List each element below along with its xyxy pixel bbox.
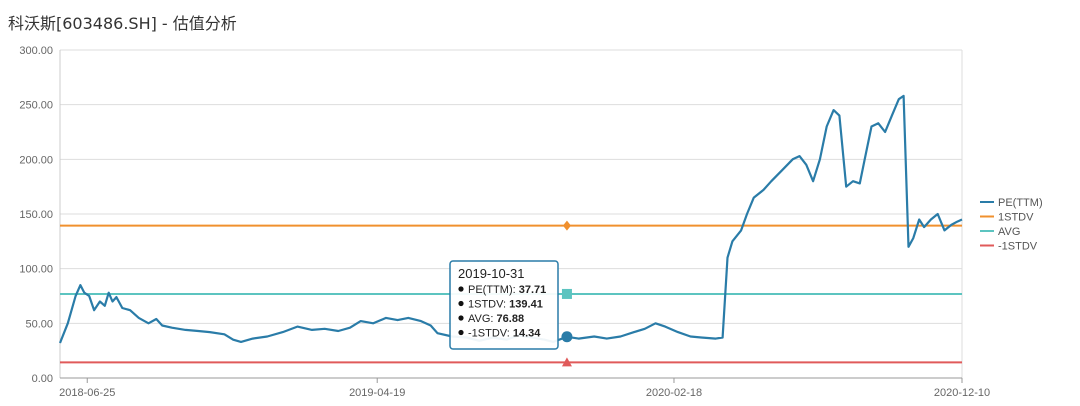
legend-item[interactable]: 1STDV bbox=[980, 212, 1034, 224]
tooltip-row-value: 76.88 bbox=[497, 313, 525, 325]
tooltip-row-label: AVG bbox=[468, 313, 490, 325]
legend[interactable]: PE(TTM) 1STDV AVG -1STDV bbox=[980, 197, 1043, 253]
tooltip-row-label: PE(TTM) bbox=[468, 284, 513, 296]
x-tick-label: 2018-06-25 bbox=[59, 387, 115, 399]
axes: 300.00 250.00 200.00 150.00 100.00 50.00 0.00 2… bbox=[19, 45, 990, 399]
legend-item[interactable]: -1STDV bbox=[980, 241, 1038, 253]
marker-avg bbox=[561, 288, 572, 299]
tooltip-row: -1STDV: 14.34 bbox=[468, 328, 541, 340]
tooltip-row-label: -1STDV bbox=[468, 328, 508, 340]
y-tick-label: 50.00 bbox=[25, 318, 53, 330]
x-tick-label: 2019-04-19 bbox=[349, 387, 405, 399]
tooltip-box bbox=[449, 260, 559, 350]
y-tick-label: 150.00 bbox=[19, 209, 53, 221]
legend-item[interactable]: AVG bbox=[980, 226, 1020, 238]
legend-item[interactable]: PE(TTM) bbox=[980, 197, 1043, 209]
marker-neg-1stdv bbox=[561, 357, 572, 367]
x-tick-label: 2020-12-10 bbox=[934, 387, 990, 399]
y-tick-label: 200.00 bbox=[19, 154, 53, 166]
y-tick-label: 300.00 bbox=[19, 45, 53, 57]
x-tick-label: 2020-02-18 bbox=[646, 387, 702, 399]
tooltip-bullet bbox=[458, 300, 464, 307]
series-line-pe-ttm bbox=[58, 94, 963, 344]
y-tick-label: 250.00 bbox=[19, 100, 53, 112]
tooltip-bullet bbox=[458, 315, 464, 321]
tooltip-row: AVG: 76.88 bbox=[468, 313, 524, 325]
legend-label: -1STDV bbox=[998, 241, 1038, 253]
hover-markers bbox=[561, 220, 573, 367]
tooltip-row-value: 14.34 bbox=[513, 328, 541, 340]
legend-label: 1STDV bbox=[998, 212, 1034, 224]
tooltip-row-value: 37.71 bbox=[519, 284, 547, 296]
y-tick-label: 100.00 bbox=[19, 264, 53, 276]
tooltip-bullet bbox=[458, 329, 464, 336]
page-title: 科沃斯[603486.SH] - 估值分析 bbox=[8, 14, 237, 33]
tooltip-row-label: 1STDV bbox=[468, 299, 504, 311]
tooltip-bullet bbox=[458, 286, 464, 292]
tooltip-row: 1STDV: 139.41 bbox=[468, 299, 543, 311]
y-tick-label: 0.00 bbox=[32, 373, 53, 385]
marker-1stdv bbox=[562, 220, 571, 231]
legend-label: AVG bbox=[998, 226, 1020, 238]
tooltip-date: 2019-10-31 bbox=[458, 266, 525, 281]
marker-pe-ttm bbox=[561, 331, 573, 343]
tooltip: 2019-10-31 PE(TTM): 37.71 1STDV: 139.41 AVG… bbox=[449, 260, 559, 350]
tooltip-row: PE(TTM): 37.71 bbox=[468, 284, 546, 296]
tooltip-row-value: 139.41 bbox=[509, 299, 543, 311]
legend-label: PE(TTM) bbox=[998, 197, 1043, 209]
